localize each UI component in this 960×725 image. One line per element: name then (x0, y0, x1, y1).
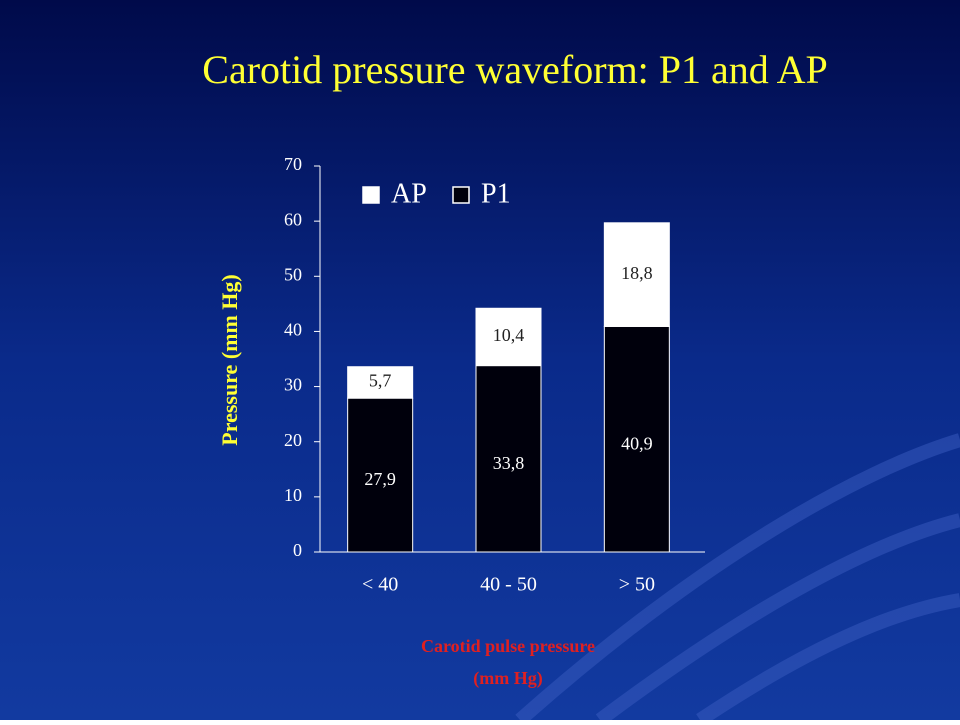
data-label: 5,7 (369, 371, 392, 391)
y-tick-label: 70 (284, 154, 302, 174)
y-tick-label: 0 (293, 540, 302, 560)
bar-segment (347, 366, 414, 399)
y-tick-label: 60 (284, 209, 302, 229)
data-label: 18,8 (621, 263, 653, 283)
chart-title: Carotid pressure waveform: P1 and AP (202, 47, 827, 92)
y-tick-label: 20 (284, 430, 302, 450)
bar-segment (603, 325, 670, 553)
y-tick-label: 10 (284, 485, 302, 505)
legend-swatch (452, 186, 470, 204)
x-tick-label: 40 - 50 (480, 574, 537, 596)
bar-segment (347, 397, 414, 553)
y-tick-label: 30 (284, 375, 302, 395)
y-axis-label: Pressure (mm Hg) (217, 274, 242, 445)
bar-segment (475, 365, 542, 553)
legend-label: AP (391, 178, 427, 209)
y-tick-label: 40 (284, 320, 302, 340)
x-tick-label: > 50 (619, 574, 655, 596)
x-axis-label: (mm Hg) (473, 668, 542, 689)
bar-segment (603, 222, 670, 327)
y-tick-label: 50 (284, 264, 302, 284)
data-label: 40,9 (621, 433, 653, 453)
x-tick-label: < 40 (362, 574, 398, 596)
legend-label: P1 (481, 178, 511, 209)
data-label: 33,8 (493, 453, 525, 473)
legend-swatch (362, 186, 380, 204)
decor (515, 433, 960, 725)
bar-segment (475, 307, 542, 367)
data-label: 10,4 (493, 325, 525, 345)
data-label: 27,9 (364, 469, 396, 489)
x-axis-label: Carotid pulse pressure (421, 636, 595, 656)
